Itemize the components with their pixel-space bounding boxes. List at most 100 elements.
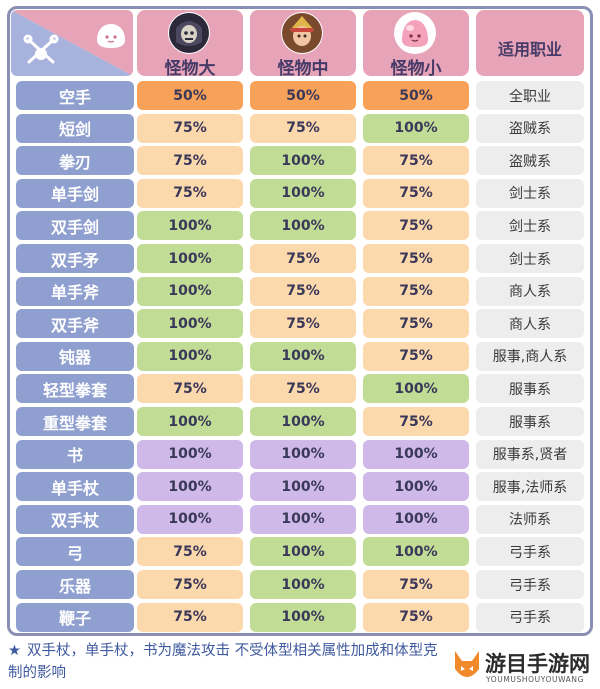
weapon-name: 双手斧: [16, 309, 134, 339]
weapon-name: 单手斧: [16, 276, 134, 306]
damage-modifier-cell: 100%: [363, 374, 469, 404]
weapon-name: 轻型拳套: [16, 374, 134, 404]
fox-logo-icon: [455, 651, 479, 677]
watermark-logo: 游目手游网 YOUMUSHOUYOUWANG: [452, 647, 598, 687]
header-job-label: 适用职业: [497, 40, 562, 59]
job-class: 服事系,贤者: [476, 439, 584, 469]
weapon-name: 双手矛: [16, 244, 134, 273]
damage-modifier-cell: 100%: [250, 504, 356, 534]
table-row: 鞭子 75% 100% 75% 弓手系: [0, 602, 600, 632]
damage-modifier-cell: 100%: [137, 244, 243, 273]
header-small-monster: 怪物小: [363, 10, 469, 79]
damage-modifier-cell: 75%: [250, 374, 356, 404]
damage-modifier-cell: 100%: [137, 276, 243, 306]
damage-modifier-cell: 75%: [250, 309, 356, 339]
table-corner: [11, 10, 133, 76]
damage-modifier-cell: 75%: [137, 570, 243, 599]
footnote-text: 双手杖，单手杖，书为魔法攻击 不受体型相关属性加成和体型克制的影响: [8, 643, 438, 681]
damage-modifier-cell: 100%: [250, 537, 356, 567]
job-class: 盗贼系: [476, 146, 584, 176]
weapon-name: 鞭子: [16, 602, 134, 632]
weapon-name: 重型拳套: [16, 407, 134, 436]
header-small-monster-label: 怪物小: [390, 59, 442, 79]
damage-modifier-cell: 75%: [363, 602, 469, 632]
damage-modifier-cell: 75%: [137, 374, 243, 404]
damage-modifier-cell: 100%: [137, 504, 243, 534]
job-class: 全职业: [476, 81, 584, 110]
job-class: 弓手系: [476, 570, 584, 599]
table-row: 轻型拳套 75% 75% 100% 服事系: [0, 374, 600, 404]
watermark-name: 游目手游网: [485, 651, 590, 676]
watermark-sub: YOUMUSHOUYOUWANG: [486, 675, 585, 684]
damage-modifier-cell: 100%: [137, 407, 243, 436]
large-monster-icon: [168, 12, 210, 54]
damage-modifier-cell: 100%: [137, 341, 243, 371]
job-class: 剑士系: [476, 178, 584, 208]
damage-modifier-cell: 100%: [137, 309, 243, 339]
weapon-name: 钝器: [16, 341, 134, 371]
damage-modifier-cell: 100%: [363, 537, 469, 567]
damage-modifier-cell: 100%: [250, 146, 356, 176]
damage-modifier-cell: 100%: [250, 407, 356, 436]
damage-modifier-cell: 75%: [137, 178, 243, 208]
header-medium-monster-label: 怪物中: [277, 59, 329, 79]
damage-modifier-cell: 100%: [363, 472, 469, 502]
table-row: 双手斧 100% 75% 75% 商人系: [0, 309, 600, 339]
damage-modifier-cell: 100%: [363, 504, 469, 534]
job-class: 服事系: [476, 374, 584, 404]
weapon-name: 双手剑: [16, 211, 134, 241]
damage-modifier-cell: 100%: [250, 472, 356, 502]
job-class: 盗贼系: [476, 113, 584, 143]
damage-modifier-cell: 100%: [137, 439, 243, 469]
damage-modifier-cell: 75%: [363, 244, 469, 273]
damage-modifier-cell: 100%: [250, 439, 356, 469]
weapon-name: 短剑: [16, 113, 134, 143]
damage-modifier-cell: 75%: [363, 570, 469, 599]
damage-modifier-cell: 50%: [250, 81, 356, 110]
header-large-monster: 怪物大: [137, 10, 243, 79]
table-row: 双手剑 100% 100% 75% 剑士系: [0, 211, 600, 241]
table-row: 空手 50% 50% 50% 全职业: [0, 81, 600, 110]
poring-icon: [97, 24, 125, 48]
small-monster-icon: [394, 12, 436, 54]
weapon-name: 单手杖: [16, 472, 134, 502]
damage-modifier-cell: 100%: [250, 211, 356, 241]
header-medium-monster: 怪物中: [250, 10, 356, 79]
table-row: 短剑 75% 75% 100% 盗贼系: [0, 113, 600, 143]
table-row: 弓 75% 100% 100% 弓手系: [0, 537, 600, 567]
damage-modifier-cell: 100%: [363, 439, 469, 469]
crossed-swords-icon: [23, 34, 59, 64]
damage-modifier-cell: 100%: [250, 602, 356, 632]
medium-monster-icon: [281, 12, 323, 54]
job-class: 商人系: [476, 309, 584, 339]
damage-modifier-cell: 75%: [363, 276, 469, 306]
damage-modifier-cell: 75%: [363, 407, 469, 436]
damage-modifier-cell: 75%: [137, 602, 243, 632]
damage-modifier-cell: 75%: [137, 537, 243, 567]
damage-modifier-cell: 50%: [363, 81, 469, 110]
damage-modifier-cell: 75%: [250, 244, 356, 273]
header-job: 适用职业: [476, 10, 584, 76]
damage-modifier-cell: 75%: [250, 113, 356, 143]
damage-modifier-cell: 100%: [250, 178, 356, 208]
damage-modifier-cell: 75%: [363, 178, 469, 208]
table-row: 单手剑 75% 100% 75% 剑士系: [0, 178, 600, 208]
damage-modifier-cell: 100%: [137, 211, 243, 241]
damage-modifier-cell: 75%: [250, 276, 356, 306]
weapon-name: 单手剑: [16, 178, 134, 208]
damage-modifier-cell: 75%: [363, 146, 469, 176]
damage-modifier-cell: 100%: [137, 472, 243, 502]
table-row: 钝器 100% 100% 75% 服事,商人系: [0, 341, 600, 371]
job-class: 弓手系: [476, 537, 584, 567]
weapon-name: 空手: [16, 81, 134, 110]
damage-modifier-cell: 50%: [137, 81, 243, 110]
job-class: 商人系: [476, 276, 584, 306]
table-row: 书 100% 100% 100% 服事系,贤者: [0, 439, 600, 469]
job-class: 剑士系: [476, 244, 584, 273]
table-row: 单手斧 100% 75% 75% 商人系: [0, 276, 600, 306]
weapon-name: 双手杖: [16, 504, 134, 534]
job-class: 法师系: [476, 504, 584, 534]
header-large-monster-label: 怪物大: [164, 59, 216, 79]
job-class: 服事,商人系: [476, 341, 584, 371]
damage-modifier-cell: 75%: [363, 309, 469, 339]
